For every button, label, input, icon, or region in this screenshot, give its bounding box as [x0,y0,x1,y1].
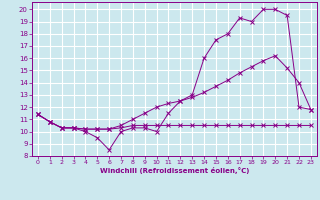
X-axis label: Windchill (Refroidissement éolien,°C): Windchill (Refroidissement éolien,°C) [100,167,249,174]
